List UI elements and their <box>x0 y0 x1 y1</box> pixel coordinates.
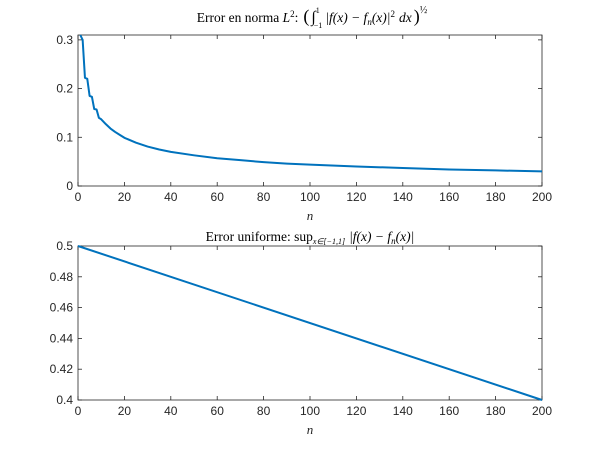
title-1-int-lower: −1 <box>314 21 323 30</box>
axes-1-xlabel: n <box>307 208 314 223</box>
title-1-symbol: L <box>282 10 291 25</box>
title-1-integrand-tail: (x)| <box>372 10 391 25</box>
y-tick-label: 0.48 <box>50 270 74 284</box>
x-tick-label: 0 <box>75 404 82 418</box>
title-1-integral: ∫ <box>310 9 317 27</box>
subplot-l2-error: Error en norma L2:(∫1 −1|f(x) − fn(x)|2 dx… <box>56 5 552 223</box>
title-2-expr-sub: n <box>391 236 396 246</box>
title-1-integrand: |f(x) − f <box>325 10 369 25</box>
title-1-rparen: ) <box>414 6 420 27</box>
x-tick-label: 40 <box>164 190 178 204</box>
x-tick-label: 80 <box>257 190 271 204</box>
x-tick-label: 60 <box>211 404 225 418</box>
x-tick-label: 80 <box>257 404 271 418</box>
subplot-1-title: Error en norma L2:(∫1 −1|f(x) − fn(x)|2 dx… <box>197 5 428 30</box>
x-tick-label: 0 <box>75 190 82 204</box>
title-1-lead: Error en norma <box>197 10 283 25</box>
y-tick-label: 0.4 <box>56 393 73 407</box>
axes-1-ticks: 0 20 40 60 80 100 120 140 160 180 200 0 0.1 0.2 0.3 <box>56 33 552 204</box>
title-1-power: 2 <box>391 9 396 19</box>
x-tick-label: 200 <box>532 190 552 204</box>
subplot-2-title: Error uniforme: supx∈[−1,1] |f(x) − fn(x)… <box>206 229 415 246</box>
title-1-lparen: ( <box>303 6 309 27</box>
title-1-integrand-sub: n <box>367 17 372 27</box>
title-1-outer-exp: ½ <box>420 5 428 16</box>
y-tick-label: 0.5 <box>56 239 73 253</box>
x-tick-label: 20 <box>118 190 132 204</box>
title-1-int-upper: 1 <box>316 6 320 15</box>
y-tick-label: 0.46 <box>50 301 74 315</box>
y-tick-label: 0.1 <box>56 130 73 144</box>
series-line-1 <box>79 34 543 173</box>
title-1-differential: dx <box>399 10 412 25</box>
subplot-uniform-error: Error uniforme: supx∈[−1,1] |f(x) − fn(x)… <box>50 229 553 437</box>
x-tick-label: 120 <box>346 190 366 204</box>
x-tick-label: 180 <box>486 404 506 418</box>
y-tick-label: 0.3 <box>56 33 73 47</box>
title-2-expr-b: (x)| <box>396 229 415 244</box>
x-tick-label: 100 <box>300 190 320 204</box>
axes-1-frame <box>77 34 543 187</box>
x-tick-label: 180 <box>486 190 506 204</box>
title-1-symbol-sup: 2 <box>290 9 295 19</box>
series-line-1 <box>77 245 543 401</box>
title-2-expr-a: |f(x) − f <box>349 229 393 244</box>
axes-2-ticks: 0 20 40 60 80 100 120 140 160 180 200 0.4 0.42 0.44 0.… <box>50 239 553 418</box>
axes-2-series <box>77 245 543 401</box>
title-2-sup: sup <box>294 229 313 244</box>
x-tick-label: 60 <box>211 190 225 204</box>
y-tick-label: 0.44 <box>50 331 74 345</box>
y-tick-label: 0.42 <box>50 362 74 376</box>
x-tick-label: 140 <box>393 190 413 204</box>
axes-1-series <box>79 34 543 173</box>
y-tick-label: 0 <box>66 179 73 193</box>
x-tick-label: 100 <box>300 404 320 418</box>
x-tick-label: 160 <box>439 404 459 418</box>
x-tick-label: 20 <box>118 404 132 418</box>
x-tick-label: 200 <box>532 404 552 418</box>
x-tick-label: 120 <box>346 404 366 418</box>
y-tick-label: 0.2 <box>56 82 73 96</box>
x-tick-label: 40 <box>164 404 178 418</box>
x-tick-label: 160 <box>439 190 459 204</box>
x-tick-label: 140 <box>393 404 413 418</box>
title-1-colon: : <box>295 10 299 25</box>
title-2-lead: Error uniforme: <box>206 229 294 244</box>
axes-2-xlabel: n <box>307 422 314 437</box>
title-2-sup-sub: x∈[−1,1] <box>312 237 345 246</box>
